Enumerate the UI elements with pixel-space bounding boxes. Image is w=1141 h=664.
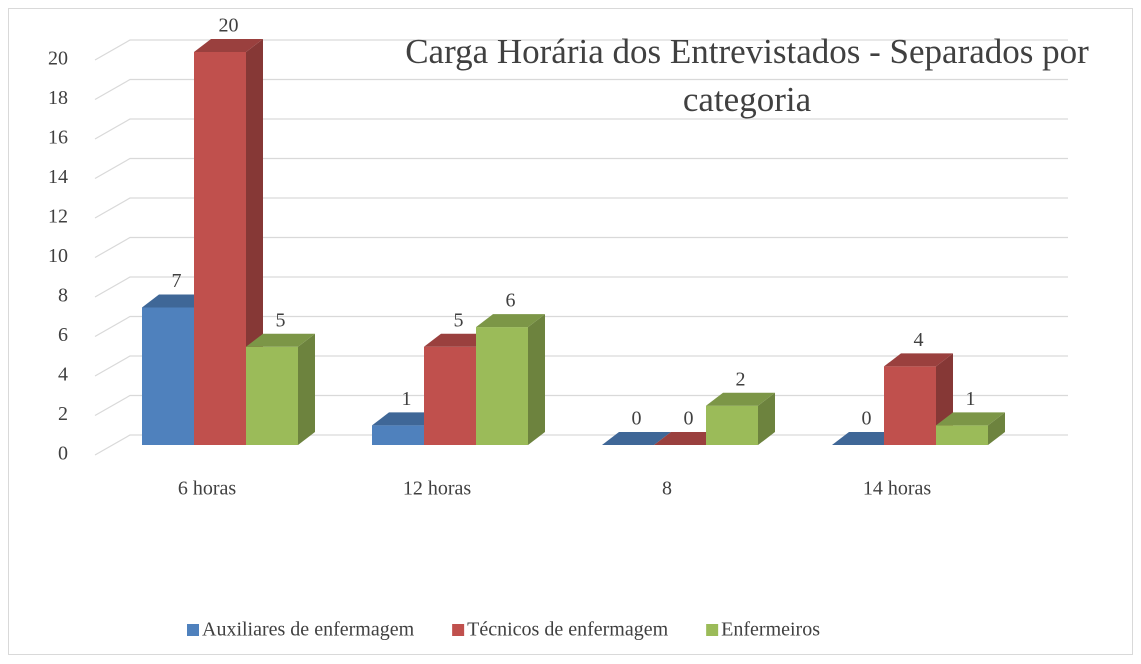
y-tick-label: 18: [48, 87, 68, 109]
y-tick-label: 14: [48, 166, 68, 188]
grid-line: [94, 118, 1068, 140]
bar-top: [424, 333, 493, 347]
bar-top: [246, 333, 315, 347]
legend-swatch: [706, 624, 719, 636]
bar: [246, 346, 298, 445]
grid-line: [94, 197, 1068, 219]
x-tick-label: 12 horas: [403, 478, 472, 500]
grid-line: [94, 276, 1068, 298]
y-tick-label: 6: [58, 324, 68, 346]
bar-side: [298, 333, 315, 445]
bar-top: [706, 392, 775, 406]
x-tick-label: 6 horas: [178, 478, 237, 500]
legend-label: Auxiliares de enfermagem: [202, 619, 415, 641]
bar-top: [936, 412, 1005, 426]
grid-line: [94, 157, 1068, 180]
data-label: 6: [506, 290, 516, 312]
bar-side: [758, 392, 775, 445]
bar-top: [602, 432, 671, 445]
bar-top: [832, 432, 901, 445]
bar-top: [884, 353, 953, 367]
bar-top: [654, 432, 723, 445]
x-tick-label: 14 horas: [863, 478, 932, 500]
bar-top: [476, 314, 545, 328]
legend-swatch: [452, 624, 465, 636]
data-label: 5: [454, 309, 464, 331]
y-tick-label: 2: [58, 403, 68, 425]
bar: [884, 366, 936, 445]
grid-line: [94, 355, 1068, 377]
data-label: 4: [914, 329, 924, 351]
data-label: 1: [402, 388, 412, 410]
bar-side: [528, 314, 545, 445]
bar: [424, 346, 476, 445]
bar-side: [988, 412, 1005, 445]
bar-top: [372, 412, 441, 426]
data-label: 0: [632, 408, 642, 430]
bar: [706, 405, 758, 445]
legend-label: Técnicos de enfermagem: [467, 619, 668, 641]
x-tick-label: 8: [662, 478, 672, 500]
data-label: 20: [219, 15, 239, 37]
y-tick-label: 10: [48, 245, 68, 267]
data-label: 0: [684, 408, 694, 430]
bar: [936, 425, 988, 445]
grid-line: [94, 78, 1068, 101]
bar: [142, 307, 194, 445]
bar: [194, 52, 246, 445]
y-tick-label: 16: [48, 127, 68, 149]
legend-swatch: [187, 624, 199, 636]
legend-label: Enfermeiros: [721, 619, 820, 641]
data-label: 7: [172, 270, 182, 292]
data-label: 1: [966, 388, 976, 410]
y-tick-label: 4: [58, 364, 68, 386]
y-tick-label: 12: [48, 206, 68, 228]
grid-line: [94, 39, 1068, 61]
bar: [476, 327, 528, 445]
y-tick-label: 8: [58, 285, 68, 307]
y-tick-label: 0: [58, 443, 68, 465]
data-label: 5: [276, 309, 286, 331]
bar: [372, 425, 424, 445]
bar-top: [194, 39, 263, 52]
y-tick-label: 20: [48, 48, 68, 70]
data-label: 2: [736, 368, 746, 390]
bar-top: [142, 294, 211, 308]
chart-title: Carga Horária dos Entrevistados - Separa…: [405, 32, 1089, 119]
grid-line: [94, 236, 1068, 259]
grid-line: [94, 315, 1068, 338]
data-label: 0: [862, 408, 872, 430]
